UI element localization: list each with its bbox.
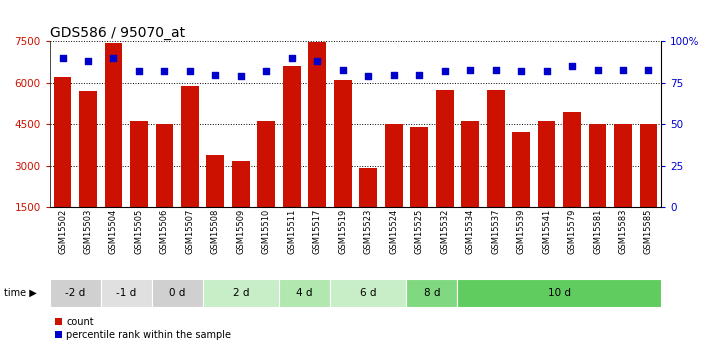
Text: 0 d: 0 d	[169, 288, 186, 298]
Legend: count, percentile rank within the sample: count, percentile rank within the sample	[55, 317, 231, 340]
Bar	[105, 43, 122, 207]
Text: 6 d: 6 d	[360, 288, 377, 298]
Bar	[156, 124, 173, 207]
Bar	[151, 279, 203, 307]
Point	[592, 67, 603, 72]
Point	[235, 73, 247, 79]
Point	[617, 67, 629, 72]
Point	[82, 59, 94, 64]
Bar	[257, 121, 275, 207]
Text: -2 d: -2 d	[65, 288, 85, 298]
Bar	[359, 168, 377, 207]
Bar	[538, 121, 555, 207]
Point	[541, 68, 552, 74]
Point	[184, 68, 196, 74]
Point	[490, 67, 501, 72]
Bar	[232, 161, 250, 207]
Bar	[101, 279, 151, 307]
Text: 4 d: 4 d	[296, 288, 313, 298]
Point	[57, 55, 68, 61]
Point	[439, 68, 450, 74]
Text: 2 d: 2 d	[232, 288, 249, 298]
Bar	[614, 124, 632, 207]
Point	[261, 68, 272, 74]
Bar	[181, 86, 199, 207]
Text: 8 d: 8 d	[424, 288, 440, 298]
Bar	[206, 155, 224, 207]
Point	[337, 67, 348, 72]
Bar	[283, 66, 301, 207]
Point	[363, 73, 374, 79]
Text: GDS586 / 95070_at: GDS586 / 95070_at	[50, 26, 185, 40]
Bar	[410, 127, 428, 207]
Bar	[487, 90, 505, 207]
Point	[108, 55, 119, 61]
Point	[643, 67, 654, 72]
Bar	[589, 124, 606, 207]
Bar	[50, 279, 101, 307]
Bar	[130, 121, 148, 207]
Bar	[334, 80, 352, 207]
Text: -1 d: -1 d	[116, 288, 137, 298]
Point	[311, 59, 323, 64]
Point	[133, 68, 144, 74]
Bar	[330, 279, 407, 307]
Point	[210, 72, 221, 77]
Bar	[563, 112, 581, 207]
Bar	[385, 124, 402, 207]
Point	[464, 67, 476, 72]
Bar	[461, 121, 479, 207]
Point	[159, 68, 170, 74]
Point	[414, 72, 425, 77]
Text: 10 d: 10 d	[547, 288, 571, 298]
Point	[515, 68, 527, 74]
Bar	[436, 90, 454, 207]
Point	[286, 55, 297, 61]
Bar	[53, 77, 71, 207]
Point	[567, 63, 578, 69]
Bar	[279, 279, 330, 307]
Point	[388, 72, 400, 77]
Bar	[203, 279, 279, 307]
Bar	[79, 91, 97, 207]
Bar	[457, 279, 661, 307]
Bar	[309, 42, 326, 207]
Bar	[407, 279, 457, 307]
Bar	[640, 124, 658, 207]
Bar	[512, 132, 530, 207]
Text: time ▶: time ▶	[4, 288, 36, 298]
